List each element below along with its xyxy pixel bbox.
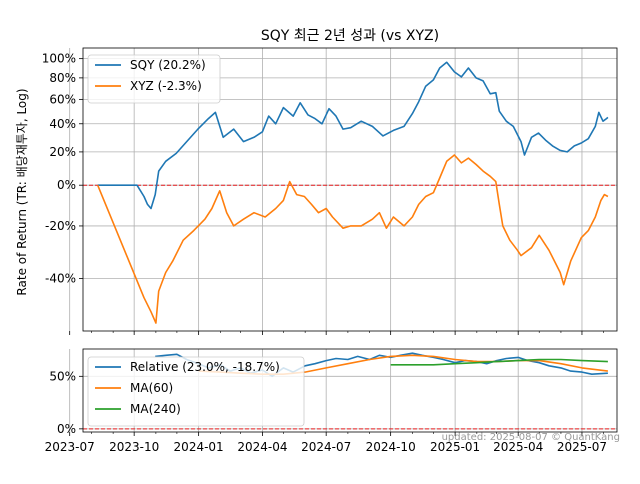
top-panel: 100% 80% 60% 40% 20% 0% -20% -40% SQY (20.2%) XY… — [42, 47, 618, 335]
top-series-line-1 — [96, 154, 609, 324]
top-y-tick-label: 20% — [49, 145, 76, 159]
top-y-tick-label: 40% — [49, 117, 76, 131]
x-tick-label: 2023-10 — [109, 440, 159, 454]
bottom-panel: 50% 0% 2023-07 2023-10 2024-01 2024-04 2024-0… — [45, 348, 620, 454]
bottom-legend-box — [87, 356, 305, 427]
x-tick-label: 2024-04 — [237, 440, 287, 454]
x-tick-label: 2025-07 — [557, 440, 607, 454]
top-legend-label: SQY (20.2%) — [130, 58, 206, 72]
y-axis-label: Rate of Return (TR: 배당재투자, Log) — [15, 88, 29, 295]
x-tick-label: 2024-07 — [301, 440, 351, 454]
top-y-tick-label: 0% — [57, 178, 76, 192]
bottom-y-ticks: 50% 0% — [49, 369, 83, 436]
top-y-ticks: 100% 80% 60% 40% 20% 0% -20% -40% — [42, 52, 604, 335]
bottom-legend-label: MA(60) — [130, 381, 173, 395]
bottom-legend-label: Relative (23.0%, -18.7%) — [130, 360, 280, 374]
chart-title: SQY 최근 2년 성과 (vs XYZ) — [261, 28, 439, 44]
top-y-tick-label: 100% — [42, 52, 76, 66]
bottom-legend: Relative (23.0%, -18.7%) MA(60) MA(240) — [87, 356, 305, 427]
x-tick-label: 2025-04 — [493, 440, 543, 454]
watermark-text: updated: 2025-08-07 © QuantKang — [442, 432, 620, 443]
top-series-line-0 — [97, 61, 609, 210]
top-series — [96, 61, 609, 324]
bottom-series-line-2 — [390, 358, 608, 366]
top-panel-border — [82, 47, 618, 332]
top-legend: SQY (20.2%) XYZ (-2.3%) — [87, 54, 221, 104]
top-y-tick-label: -40% — [45, 271, 76, 285]
top-y-tick-label: 80% — [49, 71, 76, 85]
x-ticks: 2023-07 2023-10 2024-01 2024-04 2024-07 2024-… — [45, 432, 607, 454]
top-legend-label: XYZ (-2.3%) — [130, 79, 202, 93]
top-y-tick-label: 60% — [49, 92, 76, 106]
bottom-y-tick-label: 50% — [49, 369, 76, 383]
top-y-tick-label: -20% — [45, 219, 76, 233]
x-tick-label: 2024-01 — [174, 440, 224, 454]
bottom-legend-label: MA(240) — [130, 402, 181, 416]
bottom-panel-border — [82, 348, 618, 433]
x-tick-label: 2025-01 — [430, 440, 480, 454]
x-tick-label: 2023-07 — [45, 440, 95, 454]
x-tick-label: 2024-10 — [366, 440, 416, 454]
bottom-y-tick-label: 0% — [57, 422, 76, 436]
top-legend-box — [87, 54, 221, 104]
